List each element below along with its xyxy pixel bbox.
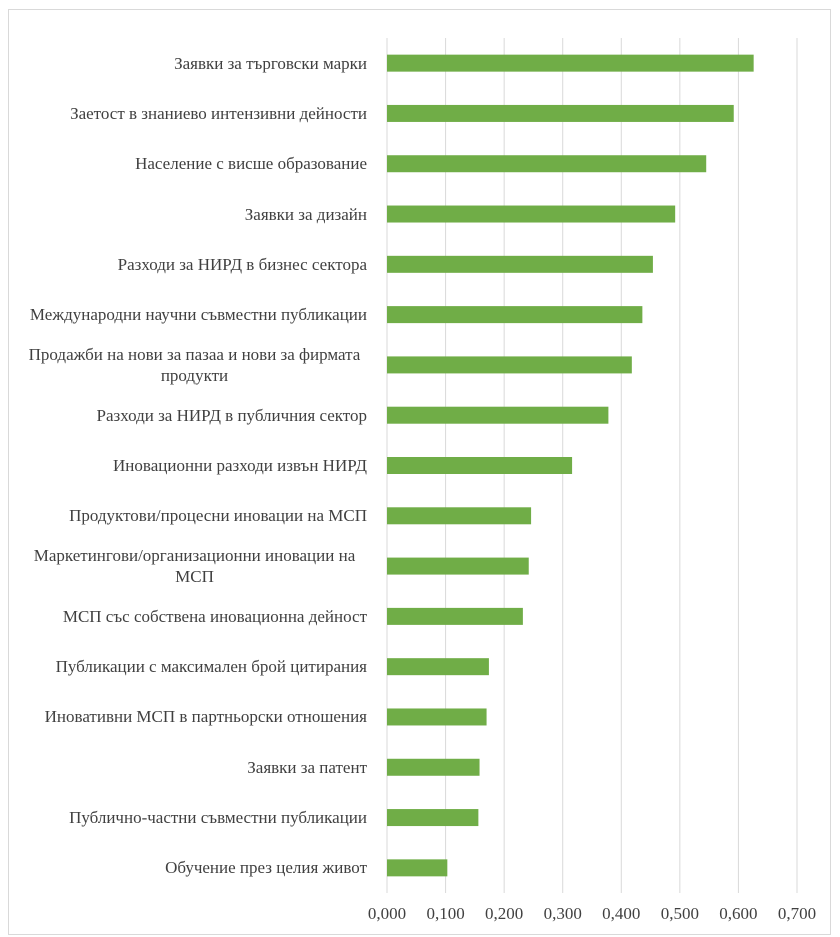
y-tick-label: Население с висше образование [135,154,367,174]
y-tick-label-box: Международни научни съвместни публикации [30,290,367,340]
bar [387,255,653,273]
y-tick-label: Маркетингови/организационни иновации на … [33,546,356,587]
y-tick-label-box: Разходи за НИРД в публичния сектор [97,390,367,440]
y-tick-label-box: Продуктови/процесни иновации на МСП [69,491,367,541]
y-tick-label: Заявки за патент [247,757,367,777]
bar [387,507,532,525]
x-tick-label: 0,400 [602,904,640,923]
x-tick-label: 0,100 [426,904,464,923]
bar [387,809,479,827]
bar [387,708,487,726]
bar [387,658,489,676]
y-tick-label: Заетост в знаниево интензивни дейности [70,103,367,123]
x-tick-label: 0,300 [544,904,582,923]
y-tick-label: Разходи за НИРД в бизнес сектора [117,254,367,274]
y-tick-label-box: Публикации с максимален брой цитирания [56,642,367,692]
y-tick-label-box: Публично-частни съвместни публикации [69,793,367,843]
y-tick-label-box: Иновационни разходи извън НИРД [113,441,367,491]
y-tick-label-box: Обучение през целия живот [165,843,367,893]
y-tick-label: Международни научни съвместни публикации [29,305,367,325]
bar [387,155,707,173]
y-tick-label: Заявки за търговски марки [174,53,367,73]
y-tick-label: Продажби на нови за пазаа и нови за фирм… [28,344,361,385]
y-tick-label-box: Заявки за дизайн [245,189,367,239]
x-tick-label: 0,000 [368,904,406,923]
x-tick-label: 0,600 [719,904,757,923]
y-tick-label-box: Иновативни МСП в партньорски отношения [45,692,367,742]
y-tick-label-box: Заявки за патент [247,742,367,792]
y-tick-label: Публикации с максимален брой цитирания [55,657,367,677]
y-tick-label-box: МСП със собствена иновационна дейност [63,591,367,641]
bar [387,859,448,877]
x-tick-label: 0,500 [661,904,699,923]
y-tick-label-box: Заетост в знаниево интензивни дейности [70,88,367,138]
bar [387,758,480,776]
y-tick-label-box: Заявки за търговски марки [174,38,367,88]
bar [387,306,643,324]
y-tick-label-box: Разходи за НИРД в бизнес сектора [118,239,367,289]
y-tick-label: Иновационни разходи извън НИРД [113,456,367,475]
y-tick-label: Иновативни МСП в партньорски отношения [44,707,367,727]
bar [387,557,529,575]
y-tick-label-box: Продажби на нови за пазаа и нови за фирм… [22,340,367,390]
bar [387,457,573,474]
x-tick-label: 0,200 [485,904,523,923]
y-tick-label: Обучение през целия живот [165,858,367,878]
x-tick-label: 0,700 [778,904,816,923]
bar [387,607,523,625]
chart-frame [8,9,831,935]
y-tick-label-box: Население с висше образование [135,139,367,189]
y-tick-label: Заявки за дизайн [244,204,367,224]
bar [387,356,632,374]
bar [387,54,754,72]
bar [387,205,676,223]
y-tick-label: Публично-частни съвместни публикации [69,808,367,828]
y-tick-label-box: Маркетингови/организационни иновации на … [22,541,367,591]
y-tick-label: Продуктови/процесни иновации на МСП [69,506,367,526]
bar [387,406,609,424]
y-tick-label: МСП със собствена иновационна дейност [62,606,367,626]
y-tick-label: Разходи за НИРД в публичния сектор [96,405,367,425]
bar [387,104,734,122]
